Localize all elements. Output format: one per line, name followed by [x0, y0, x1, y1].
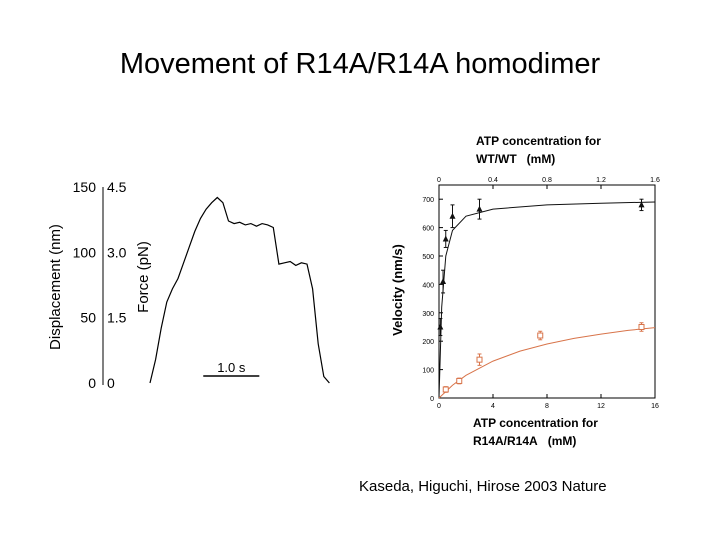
y-tick-label-600: 600 [422, 226, 434, 233]
mutant-point-2 [476, 356, 483, 363]
y-tick-label-300: 300 [422, 311, 434, 318]
displacement-force-trace-chart: Displacement (nm) Force (pN) 0 50 100 150 0… [47, 179, 330, 391]
bottom-tick-label-1: 4 [491, 403, 495, 410]
y-tick-label-100: 100 [422, 368, 434, 375]
y-tick-label-700: 700 [422, 197, 434, 204]
top-tick-label-4: 1.6 [650, 177, 660, 184]
time-scale-bar-label: 1.0 s [217, 360, 246, 375]
y-axis-label-velocity: Velocity (nm/s) [390, 244, 405, 336]
citation: Kaseda, Higuchi, Hirose 2003 Nature [359, 478, 607, 495]
displacement-trace-line [149, 196, 330, 384]
wt-point-4 [476, 205, 483, 212]
y2-tick-label-4_5: 4.5 [107, 179, 127, 195]
y-tick-label-400: 400 [422, 282, 434, 289]
y2-tick-label-3: 3.0 [107, 244, 127, 260]
top-axis-label-line1: ATP concentration for [476, 134, 601, 148]
bottom-tick-label-3: 12 [597, 403, 605, 410]
wt-point-1 [440, 278, 447, 285]
wt-point-5 [638, 201, 645, 208]
y2-tick-label-1_5: 1.5 [107, 310, 127, 326]
y2-axis-label-force: Force (pN) [135, 241, 152, 313]
mutant-point-4 [638, 324, 645, 330]
plot-frame [438, 184, 656, 399]
y-axis-displacement-ticks: 0 50 100 150 [73, 179, 97, 391]
slide-title: Movement of R14A/R14A homodimer [119, 48, 601, 80]
y-tick-label-150: 150 [73, 179, 97, 195]
mutant-concentration-ticks: 0 4 8 12 16 [437, 394, 659, 410]
y-tick-label-0: 0 [430, 396, 434, 403]
mutant-point-1 [456, 377, 463, 384]
y-axis-label-displacement: Displacement (nm) [47, 224, 64, 350]
wt-concentration-ticks: 0 0.4 0.8 1.2 1.6 [437, 177, 660, 189]
y-tick-label-0: 0 [88, 375, 96, 391]
y2-axis-force-ticks: 0 1.5 3.0 4.5 [107, 179, 127, 391]
wt-point-2 [442, 235, 449, 242]
top-tick-label-0: 0 [437, 177, 441, 184]
bottom-tick-label-0: 0 [437, 403, 441, 410]
bottom-tick-label-2: 8 [545, 403, 549, 410]
top-tick-label-3: 1.2 [596, 177, 606, 184]
mutant-point-3 [537, 332, 544, 339]
bottom-axis-label-line2: R14A/R14A (mM) [473, 434, 576, 448]
top-axis-label-line2: WT/WT (mM) [476, 152, 555, 166]
bottom-tick-label-4: 16 [651, 403, 659, 410]
y-tick-label-100: 100 [73, 244, 97, 260]
y-tick-label-500: 500 [422, 254, 434, 261]
velocity-series [437, 198, 656, 399]
y2-tick-label-0: 0 [107, 375, 115, 391]
top-tick-label-2: 0.8 [542, 177, 552, 184]
mutant-fit-curve [438, 327, 656, 399]
velocity-atp-chart: ATP concentration for WT/WT (mM) Velocit… [390, 134, 660, 448]
top-tick-label-1: 0.4 [488, 177, 498, 184]
y-tick-label-200: 200 [422, 339, 434, 346]
bottom-axis-label-line1: ATP concentration for [473, 416, 598, 430]
wt-point-3 [449, 212, 456, 219]
mutant-point-0 [442, 386, 449, 393]
wt-point-0 [437, 323, 444, 330]
wt-fit-curve [438, 201, 656, 399]
y-tick-label-50: 50 [80, 310, 96, 326]
